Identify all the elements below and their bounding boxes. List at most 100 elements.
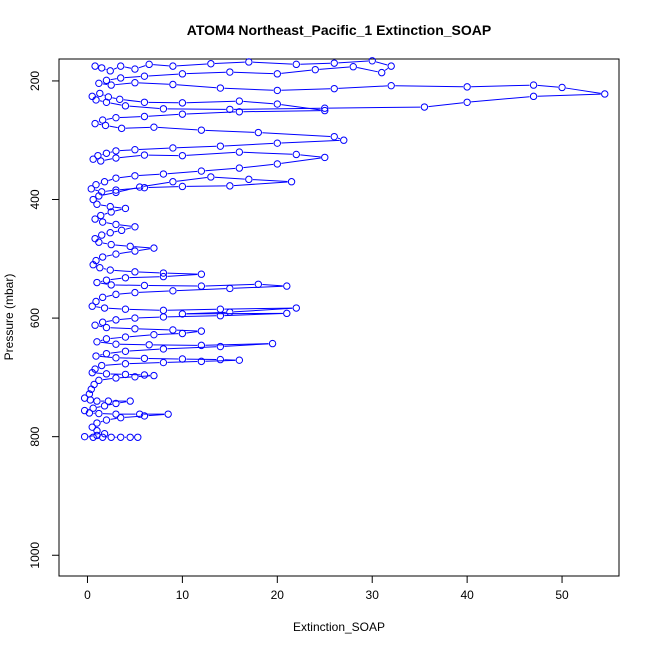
series-line-segment <box>100 341 113 345</box>
data-point <box>140 412 149 420</box>
series-line-segment <box>143 181 170 187</box>
data-point <box>92 96 100 104</box>
data-point <box>159 358 168 367</box>
data-point <box>93 419 101 427</box>
series-line-segment <box>115 82 132 86</box>
data-point <box>98 218 107 226</box>
data-point <box>126 397 134 405</box>
data-point <box>100 304 109 312</box>
series-line-segment <box>102 83 108 86</box>
data-point <box>216 312 225 320</box>
x-tick-label: 0 <box>84 588 91 602</box>
data-point <box>131 288 139 297</box>
data-point <box>140 371 149 379</box>
data-point <box>131 79 139 87</box>
data-point <box>126 242 134 251</box>
data-point <box>131 314 139 322</box>
data-point <box>131 373 139 381</box>
data-point <box>92 180 100 189</box>
series-line-segment <box>252 61 293 65</box>
data-point <box>178 99 187 107</box>
data-point <box>102 276 111 284</box>
data-point <box>197 282 206 290</box>
data-point <box>159 269 168 277</box>
series-line-segment <box>100 339 103 342</box>
data-point <box>106 229 114 237</box>
series-line-segment <box>114 230 118 233</box>
data-point <box>245 175 253 184</box>
data-point <box>106 266 114 274</box>
data-point <box>107 240 115 249</box>
data-point <box>207 60 215 68</box>
data-point <box>92 297 100 306</box>
series-line-segment <box>125 126 150 129</box>
data-point <box>164 410 172 418</box>
data-point <box>95 376 103 385</box>
series-line-segment <box>224 87 274 91</box>
data-point <box>107 433 115 441</box>
data-point <box>387 62 395 70</box>
data-point <box>102 98 111 106</box>
series-line-segment <box>124 66 132 69</box>
data-point <box>116 95 124 104</box>
data-point <box>273 86 282 95</box>
series-line-segment <box>319 66 350 70</box>
series-line-segment <box>157 333 179 336</box>
data-point <box>178 151 187 160</box>
data-point <box>95 79 103 88</box>
data-point <box>159 313 168 321</box>
data-point <box>106 67 114 75</box>
series-line-segment <box>167 170 198 175</box>
series-line-segment <box>110 102 122 106</box>
data-point <box>159 306 168 315</box>
data-point <box>140 98 149 106</box>
data-point <box>197 357 206 366</box>
series-line-segment <box>96 372 103 374</box>
data-point <box>420 103 429 111</box>
series-line-segment <box>214 61 245 65</box>
data-point <box>112 399 120 408</box>
data-point <box>283 309 291 318</box>
y-tick-label: 600 <box>28 308 42 328</box>
series-line-segment <box>471 96 530 103</box>
series-line-segment <box>119 224 132 227</box>
series-line-segment <box>186 151 236 156</box>
data-point <box>169 144 177 152</box>
data-point <box>98 318 107 326</box>
data-point <box>90 380 98 389</box>
data-point <box>107 81 115 89</box>
data-point <box>178 70 187 78</box>
data-point <box>98 253 107 261</box>
series-line-segment <box>112 97 116 99</box>
series-line-segment <box>243 163 274 169</box>
series-line-segment <box>138 173 160 177</box>
data-point <box>91 119 99 128</box>
series-line-segment <box>96 406 101 408</box>
data-point <box>86 396 95 404</box>
data-point <box>95 192 103 200</box>
data-point <box>89 433 97 441</box>
data-point <box>93 278 101 287</box>
series-line-segment <box>243 100 274 105</box>
data-point <box>121 333 130 341</box>
data-point <box>273 100 282 108</box>
series-line-segment <box>176 176 207 182</box>
data-point <box>85 409 94 417</box>
series-line-segment <box>129 105 160 109</box>
data-point <box>104 397 113 405</box>
series-line-segment <box>115 244 127 247</box>
data-point <box>98 293 107 302</box>
data-point <box>159 345 168 353</box>
data-point <box>273 70 282 78</box>
series-line-segment <box>129 276 160 279</box>
data-point <box>121 370 130 379</box>
series-line-segment <box>119 401 127 404</box>
series-line-segment <box>138 375 150 378</box>
series-line-segment <box>108 178 113 182</box>
x-axis-label: Extinction_SOAP <box>293 620 385 634</box>
data-point <box>216 305 225 313</box>
data-point <box>102 349 111 358</box>
series-line-segment <box>138 290 169 293</box>
data-point <box>112 410 120 418</box>
data-point <box>89 404 97 412</box>
